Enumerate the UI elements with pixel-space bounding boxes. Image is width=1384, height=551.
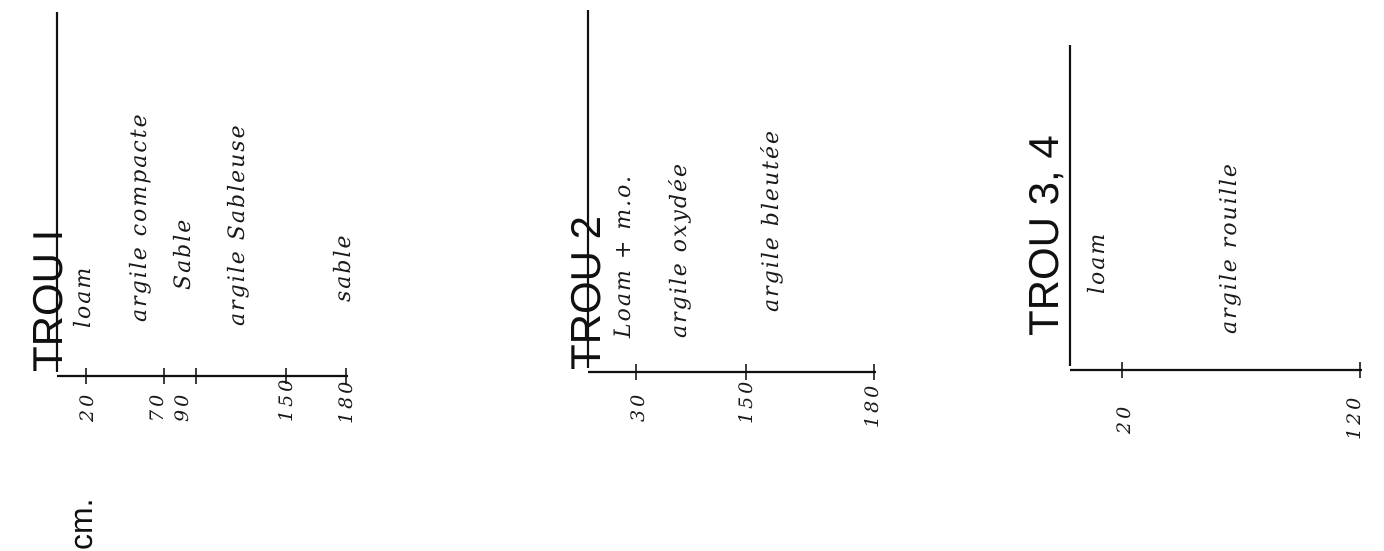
- profile-3-4-layer-label: argile rouille: [1217, 162, 1242, 334]
- profile-2-depth-label: 180: [861, 383, 883, 428]
- profile-1-layer-label: sable: [331, 233, 356, 302]
- profile-1-layer-label: Sable: [171, 218, 196, 290]
- profile-2-layer-label: Loam + m.o.: [611, 174, 636, 339]
- profile-1-layer-label: argile compacte: [127, 112, 152, 322]
- profile-2-layer-label: argile bleutée: [759, 129, 784, 312]
- profile-3-4-depth-label: 20: [1113, 404, 1135, 435]
- profile-3-4-depth-label: 120: [1343, 395, 1365, 440]
- unit-label: cm.: [63, 498, 99, 550]
- profile-1-depth-label: 150: [275, 377, 297, 422]
- profile-3-4: TROU 3, 4 20 120 loam argile rouille: [1020, 45, 1365, 440]
- profile-2-depth-label: 150: [735, 379, 757, 424]
- profile-2-title: TROU 2: [562, 216, 609, 370]
- profile-1-depth-label: 180: [335, 379, 357, 424]
- profile-1-depth-label: 20: [76, 392, 98, 423]
- profile-2-layer-label: argile oxydée: [667, 162, 692, 338]
- profile-1-title: TROU I: [24, 230, 71, 372]
- profile-1: TROU I 20 70 90 150 180 loam argile comp…: [24, 12, 357, 424]
- profile-2: TROU 2 30 150 180 Loam + m.o. argile oxy…: [562, 10, 883, 428]
- profile-1-depth-label: 90: [171, 392, 193, 422]
- profile-1-layer-label: loam: [71, 266, 96, 328]
- profile-2-depth-label: 30: [627, 392, 649, 422]
- profile-3-4-title: TROU 3, 4: [1020, 135, 1067, 336]
- profile-1-depth-label: 70: [146, 392, 168, 422]
- profile-1-layer-label: argile Sableuse: [225, 123, 250, 326]
- profile-3-4-layer-label: loam: [1085, 232, 1110, 294]
